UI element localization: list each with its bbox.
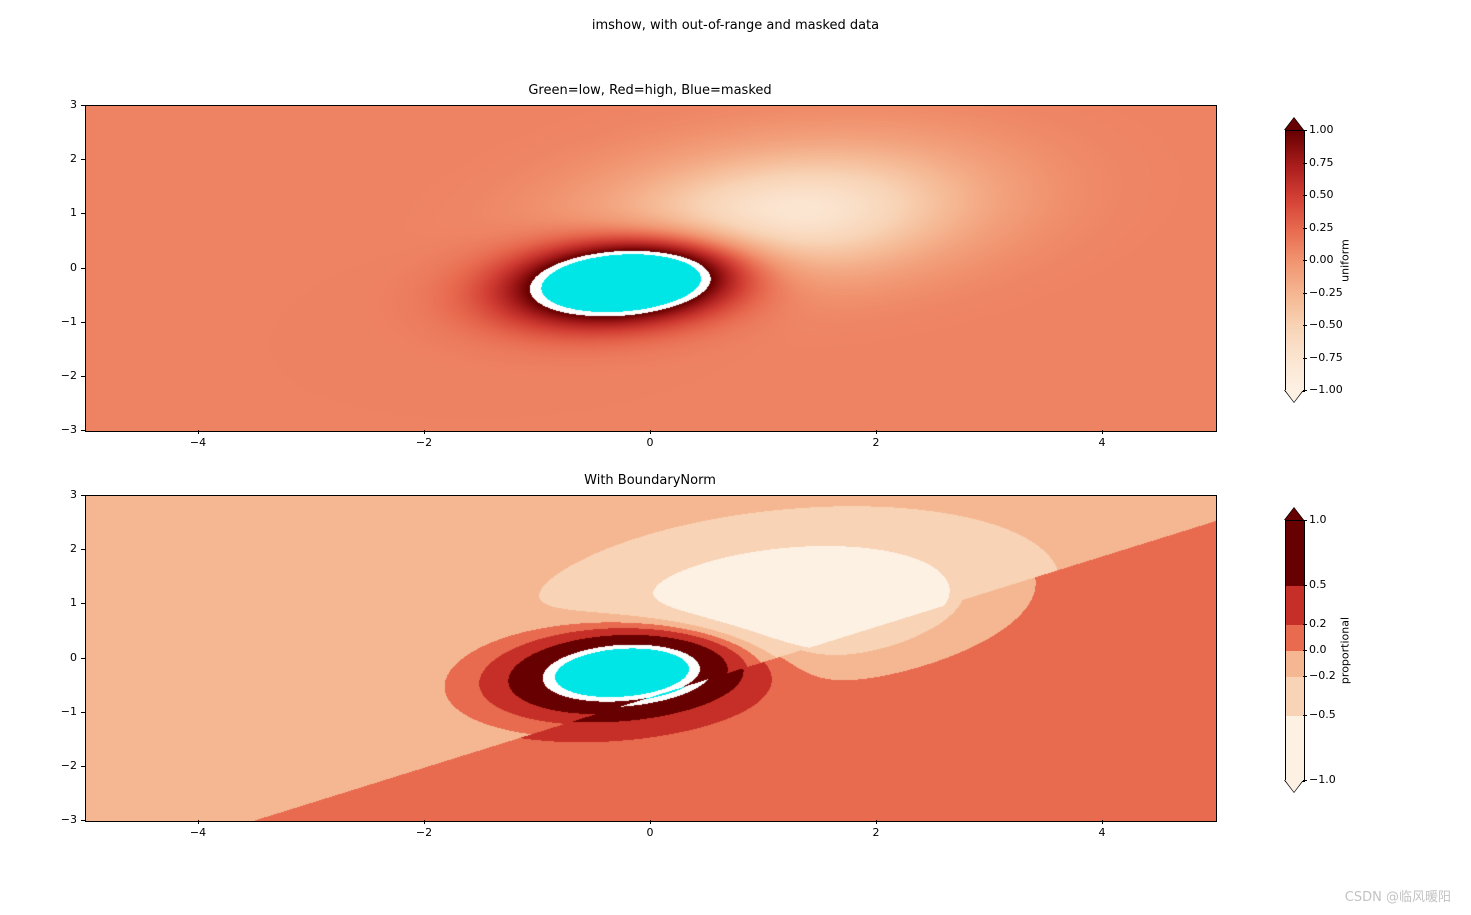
xtick-label: 2 — [856, 826, 896, 839]
ytick-label: 2 — [47, 542, 77, 555]
ytick-mark — [81, 766, 85, 767]
colorbar-tick-mark — [1303, 358, 1307, 359]
xtick-mark — [424, 820, 425, 824]
ytick-mark — [81, 430, 85, 431]
ytick-mark — [81, 712, 85, 713]
colorbar-tri-top2-icon — [1285, 508, 1303, 520]
colorbar-top: −1.00−0.75−0.50−0.250.000.250.500.751.00… — [1285, 130, 1365, 390]
ytick-mark — [81, 159, 85, 160]
colorbar-tick-mark — [1303, 780, 1307, 781]
colorbar-tick-mark — [1303, 293, 1307, 294]
ytick-mark — [81, 495, 85, 496]
xtick-label: −2 — [404, 436, 444, 449]
colorbar-tick-label: −0.75 — [1309, 351, 1349, 364]
xtick-mark — [876, 820, 877, 824]
ytick-label: 3 — [47, 98, 77, 111]
colorbar-tick-mark — [1303, 715, 1307, 716]
ytick-mark — [81, 820, 85, 821]
ytick-label: 1 — [47, 206, 77, 219]
colorbar-tri-bot-icon — [1285, 390, 1303, 402]
ytick-label: 1 — [47, 596, 77, 609]
ytick-label: −2 — [47, 369, 77, 382]
xtick-label: 4 — [1082, 436, 1122, 449]
colorbar-tick-label: −0.5 — [1309, 708, 1349, 721]
ytick-label: 0 — [47, 261, 77, 274]
ytick-mark — [81, 322, 85, 323]
plot-area-top — [85, 105, 1217, 432]
ytick-mark — [81, 105, 85, 106]
colorbar-tick-mark — [1303, 195, 1307, 196]
xtick-label: 0 — [630, 826, 670, 839]
colorbar-bottom: −1.0−0.5−0.20.00.20.51.0 proportional — [1285, 520, 1365, 780]
colorbar-tick-label: 0.50 — [1309, 188, 1349, 201]
ytick-label: −3 — [47, 423, 77, 436]
xtick-label: −4 — [178, 436, 218, 449]
xtick-mark — [650, 820, 651, 824]
colorbar-tick-mark — [1303, 585, 1307, 586]
ytick-mark — [81, 376, 85, 377]
colorbar-tri-top-icon — [1285, 118, 1303, 130]
colorbar-tick-label: −1.0 — [1309, 773, 1349, 786]
ytick-mark — [81, 213, 85, 214]
xtick-label: −4 — [178, 826, 218, 839]
colorbar-tick-mark — [1303, 228, 1307, 229]
colorbar-tick-label: 1.00 — [1309, 123, 1349, 136]
ytick-label: −2 — [47, 759, 77, 772]
axes-title-top: Green=low, Red=high, Blue=masked — [85, 83, 1215, 98]
xtick-mark — [876, 430, 877, 434]
colorbar-tick-mark — [1303, 390, 1307, 391]
ytick-label: −1 — [47, 705, 77, 718]
ytick-mark — [81, 268, 85, 269]
colorbar-tick-label: −1.00 — [1309, 383, 1349, 396]
colorbar-tick-label: 1.0 — [1309, 513, 1349, 526]
colorbar-tick-mark — [1303, 650, 1307, 651]
ytick-label: −3 — [47, 813, 77, 826]
xtick-mark — [1102, 430, 1103, 434]
subplot-top: Green=low, Red=high, Blue=masked −3−2−10… — [85, 105, 1215, 430]
colorbar-label-bottom: proportional — [1339, 601, 1352, 701]
xtick-mark — [198, 820, 199, 824]
heatmap-canvas-bottom — [86, 496, 1216, 821]
colorbar-tick-mark — [1303, 260, 1307, 261]
axes-title-bottom: With BoundaryNorm — [85, 473, 1215, 488]
colorbar-tick-mark — [1303, 676, 1307, 677]
xtick-mark — [198, 430, 199, 434]
ytick-label: 0 — [47, 651, 77, 664]
colorbar-tick-mark — [1303, 130, 1307, 131]
colorbar-tick-label: 0.5 — [1309, 578, 1349, 591]
ytick-label: 2 — [47, 152, 77, 165]
figure-suptitle: imshow, with out-of-range and masked dat… — [0, 18, 1471, 33]
heatmap-canvas-top — [86, 106, 1216, 431]
colorbar-label-top: uniform — [1339, 211, 1352, 311]
xtick-mark — [424, 430, 425, 434]
ytick-mark — [81, 603, 85, 604]
colorbar-tri-bot2-icon — [1285, 780, 1303, 792]
colorbar-tick-label: 0.75 — [1309, 156, 1349, 169]
xtick-label: 0 — [630, 436, 670, 449]
ytick-mark — [81, 549, 85, 550]
watermark: CSDN @临风暖阳 — [1345, 886, 1451, 905]
xtick-label: 4 — [1082, 826, 1122, 839]
colorbar-tick-mark — [1303, 624, 1307, 625]
plot-area-bottom — [85, 495, 1217, 822]
colorbar-tick-mark — [1303, 520, 1307, 521]
colorbar-tick-mark — [1303, 325, 1307, 326]
ytick-mark — [81, 658, 85, 659]
xtick-label: 2 — [856, 436, 896, 449]
ytick-label: 3 — [47, 488, 77, 501]
colorbar-tick-mark — [1303, 163, 1307, 164]
colorbar-body-bottom — [1285, 520, 1305, 782]
xtick-label: −2 — [404, 826, 444, 839]
xtick-mark — [650, 430, 651, 434]
colorbar-tick-label: −0.50 — [1309, 318, 1349, 331]
ytick-label: −1 — [47, 315, 77, 328]
colorbar-body-top — [1285, 130, 1305, 392]
xtick-mark — [1102, 820, 1103, 824]
figure: imshow, with out-of-range and masked dat… — [0, 0, 1471, 915]
subplot-bottom: With BoundaryNorm −3−2−10123 −4−2024 — [85, 495, 1215, 820]
